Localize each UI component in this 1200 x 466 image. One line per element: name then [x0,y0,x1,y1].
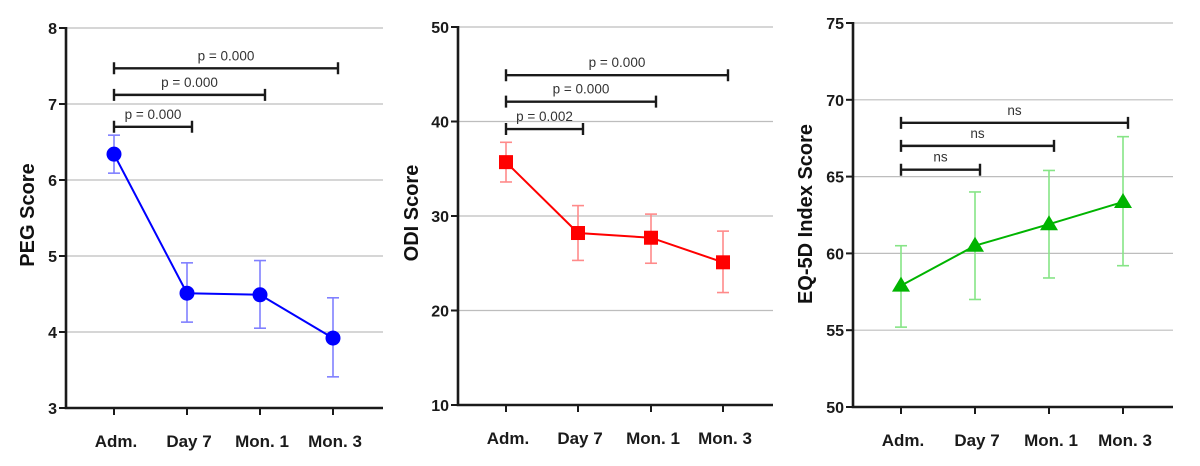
y-tick-label: 70 [826,93,844,110]
data-point [325,330,341,346]
significance-bracket [899,139,1056,152]
odi-score-panel: 10 20 30 40 50 Adm. Day 7 Mon. 1 Mon. 3 ODI Score… [401,20,773,448]
y-tick-label: 20 [431,304,449,321]
series-line [505,161,724,264]
x-tick-label: Day 7 [954,431,999,450]
x-tick-label: Mon. 1 [235,432,289,451]
y-tick-label: 4 [48,325,57,342]
x-tick-label: Day 7 [557,429,602,448]
y-tick-label: 50 [826,400,844,417]
y-tick-label: 65 [826,170,844,187]
series-line [113,153,334,339]
x-tick-label: Mon. 3 [308,432,362,451]
x-tick-label: Adm. [487,429,530,448]
y-tick-label: 55 [826,323,844,340]
data-point [252,287,268,303]
y-axis-title: EQ-5D Index Score [795,124,817,304]
peg-score-panel: 3 4 5 6 7 8 Adm. Day 7 Mon. 1 Mon. 3 PEG Score p = … [17,21,383,451]
eq5d-index-score-panel: 50 55 60 65 70 75 Adm. Day 7 Mon. 1 Mon. 3 EQ-5D I… [795,16,1173,450]
y-tick-label: 40 [431,115,449,132]
significance-bracket [112,120,194,133]
significance-label: ns [1007,103,1022,118]
y-tick-label: 8 [48,21,57,38]
significance-bracket [899,163,982,176]
significance-label: p = 0.000 [125,107,182,122]
x-tick-label: Mon. 1 [1024,431,1078,450]
y-tick-label: 7 [48,97,57,114]
y-tick-label: 5 [48,249,57,266]
data-point [179,285,195,301]
significance-bracket [112,88,267,101]
data-point [644,230,658,245]
data-point [716,255,730,270]
significance-label: p = 0.000 [161,75,218,90]
y-tick-label: 50 [431,20,449,37]
x-tick-label: Mon. 3 [698,429,752,448]
data-point [892,276,910,292]
x-tick-label: Day 7 [166,432,211,451]
data-point [499,155,513,170]
data-point [1114,192,1132,208]
series-line [900,200,1124,287]
significance-label: p = 0.002 [516,109,573,124]
x-tick-label: Adm. [882,431,925,450]
significance-bracket [899,116,1130,129]
significance-label: ns [970,126,985,141]
data-point [966,236,984,252]
y-tick-label: 10 [431,398,449,415]
significance-bracket [112,62,340,75]
y-tick-label: 60 [826,246,844,263]
significance-label: p = 0.000 [198,48,255,63]
x-tick-label: Mon. 3 [1098,431,1152,450]
y-tick-label: 30 [431,209,449,226]
y-axis-title: PEG Score [17,163,39,266]
axis-lines [64,27,383,410]
y-tick-label: 75 [826,16,844,33]
y-tick-label: 6 [48,173,57,190]
axis-lines [851,22,1173,409]
data-point [571,226,585,241]
significance-bracket [504,95,658,108]
y-tick-label: 3 [48,401,57,418]
significance-label: p = 0.000 [553,82,610,97]
significance-label: ns [933,150,948,165]
significance-bracket [504,123,585,136]
x-tick-label: Adm. [95,432,138,451]
data-point [106,146,122,162]
x-tick-label: Mon. 1 [626,429,680,448]
data-point [1040,215,1058,231]
significance-label: p = 0.000 [589,55,646,70]
y-axis-title: ODI Score [401,165,423,262]
significance-bracket [504,69,730,82]
axis-lines [456,26,773,407]
